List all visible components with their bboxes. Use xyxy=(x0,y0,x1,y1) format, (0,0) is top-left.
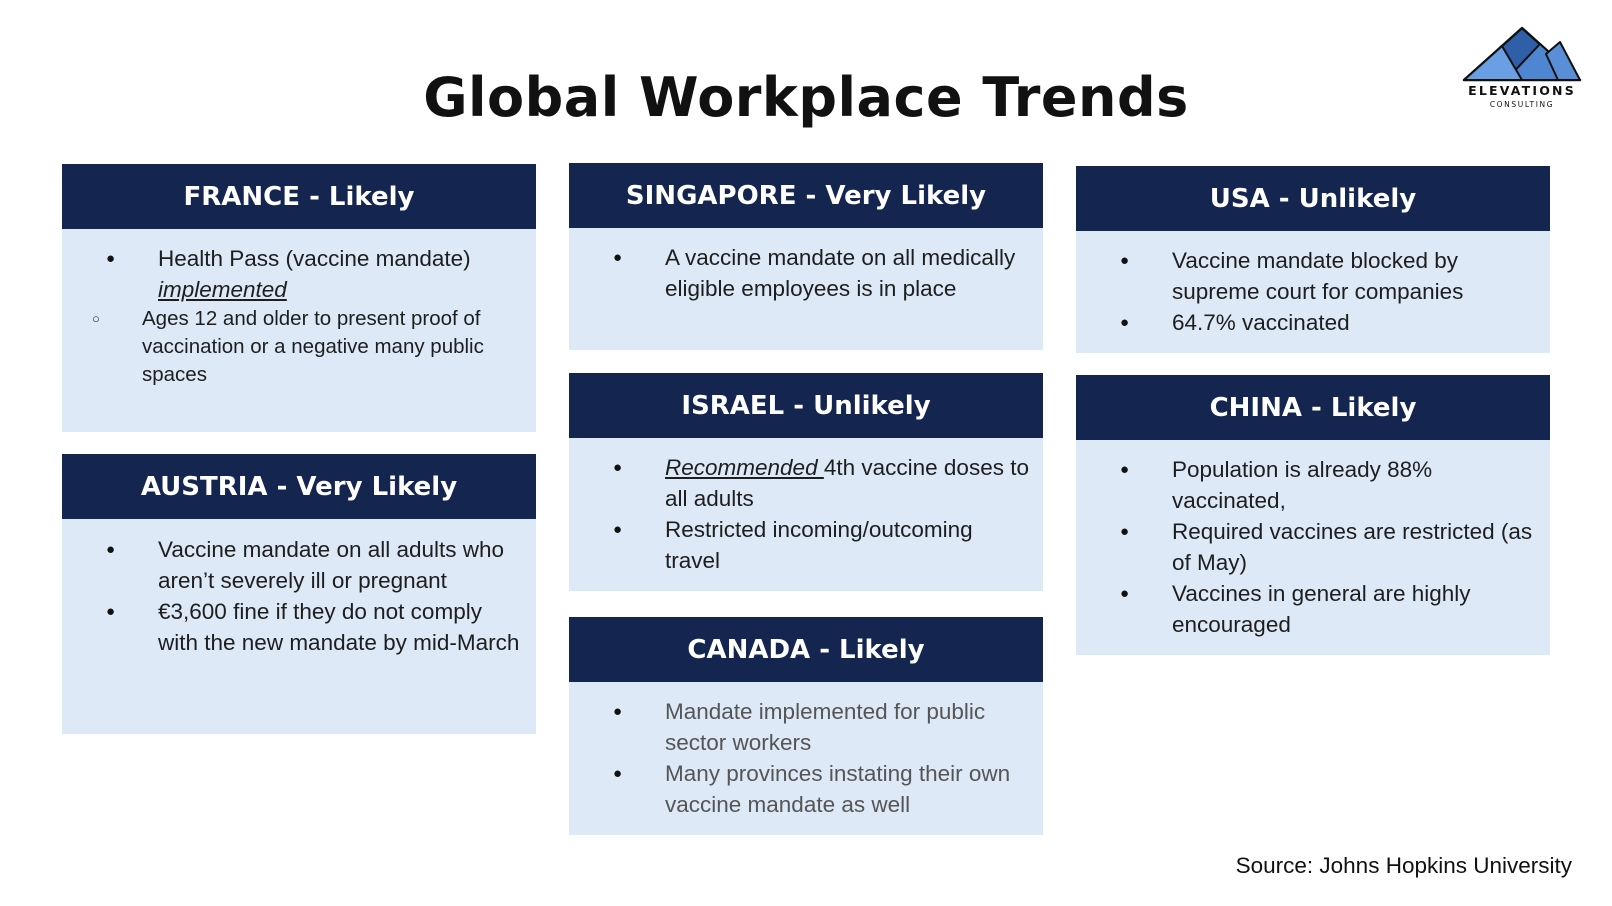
mountain-logo-icon xyxy=(1462,26,1582,82)
bullet-text: 4th vaccine doses to all adults xyxy=(665,455,1029,511)
slide-title: Global Workplace Trends xyxy=(423,66,1189,129)
logo-name: ELEVATIONS xyxy=(1468,83,1576,98)
bullet-list: Vaccine mandate on all adults who aren’t… xyxy=(62,534,524,658)
card-canada-body: Mandate implemented for public sector wo… xyxy=(569,682,1043,834)
list-item: €3,600 fine if they do not comply with t… xyxy=(62,596,524,658)
bullet-emphasis: Recommended xyxy=(665,455,824,480)
card-france-body: Health Pass (vaccine mandate) implemente… xyxy=(62,229,536,403)
card-singapore: SINGAPORE - Very Likely A vaccine mandat… xyxy=(569,163,1043,350)
card-france-heading: FRANCE - Likely xyxy=(62,164,536,229)
source-citation: Source: Johns Hopkins University xyxy=(1235,853,1572,878)
list-item: Vaccines in general are highly encourage… xyxy=(1076,578,1538,640)
card-singapore-body: A vaccine mandate on all medically eligi… xyxy=(569,228,1043,318)
list-item: Vaccine mandate on all adults who aren’t… xyxy=(62,534,524,596)
list-item: Mandate implemented for public sector wo… xyxy=(569,696,1031,758)
bullet-list: A vaccine mandate on all medically eligi… xyxy=(569,242,1031,304)
card-canada: CANADA - Likely Mandate implemented for … xyxy=(569,617,1043,835)
card-china-body: Population is already 88% vaccinated, Re… xyxy=(1076,440,1550,654)
logo-subtitle: CONSULTING xyxy=(1489,100,1555,109)
card-france: FRANCE - Likely Health Pass (vaccine man… xyxy=(62,164,536,432)
sub-bullet-list: Ages 12 and older to present proof of va… xyxy=(62,305,524,389)
card-china: CHINA - Likely Population is already 88%… xyxy=(1076,375,1550,655)
card-canada-heading: CANADA - Likely xyxy=(569,617,1043,682)
list-item: Vaccine mandate blocked by supreme court… xyxy=(1076,245,1538,307)
bullet-list: Recommended 4th vaccine doses to all adu… xyxy=(569,452,1031,576)
card-usa: USA - Unlikely Vaccine mandate blocked b… xyxy=(1076,166,1550,353)
card-usa-body: Vaccine mandate blocked by supreme court… xyxy=(1076,231,1550,352)
card-austria: AUSTRIA - Very Likely Vaccine mandate on… xyxy=(62,454,536,734)
card-israel-body: Recommended 4th vaccine doses to all adu… xyxy=(569,438,1043,590)
list-item: Required vaccines are restricted (as of … xyxy=(1076,516,1538,578)
card-singapore-heading: SINGAPORE - Very Likely xyxy=(569,163,1043,228)
bullet-text: Health Pass (vaccine mandate) xyxy=(158,246,471,271)
card-austria-body: Vaccine mandate on all adults who aren’t… xyxy=(62,519,536,672)
list-item: Many provinces instating their own vacci… xyxy=(569,758,1031,820)
bullet-emphasis: implemented xyxy=(158,277,287,302)
card-austria-heading: AUSTRIA - Very Likely xyxy=(62,454,536,519)
bullet-list: Vaccine mandate blocked by supreme court… xyxy=(1076,245,1538,338)
list-item: Health Pass (vaccine mandate) implemente… xyxy=(62,243,524,305)
card-china-heading: CHINA - Likely xyxy=(1076,375,1550,440)
list-item: Recommended 4th vaccine doses to all adu… xyxy=(569,452,1031,514)
bullet-list: Health Pass (vaccine mandate) implemente… xyxy=(62,243,524,305)
list-item: Restricted incoming/outcoming travel xyxy=(569,514,1031,576)
sub-list-item: Ages 12 and older to present proof of va… xyxy=(62,305,524,389)
list-item: A vaccine mandate on all medically eligi… xyxy=(569,242,1031,304)
card-israel-heading: ISRAEL - Unlikely xyxy=(569,373,1043,438)
bullet-list: Mandate implemented for public sector wo… xyxy=(569,696,1031,820)
list-item: 64.7% vaccinated xyxy=(1076,307,1538,338)
card-usa-heading: USA - Unlikely xyxy=(1076,166,1550,231)
list-item: Population is already 88% vaccinated, xyxy=(1076,454,1538,516)
elevations-consulting-logo: ELEVATIONS CONSULTING xyxy=(1454,24,1590,120)
bullet-list: Population is already 88% vaccinated, Re… xyxy=(1076,454,1538,640)
card-israel: ISRAEL - Unlikely Recommended 4th vaccin… xyxy=(569,373,1043,591)
